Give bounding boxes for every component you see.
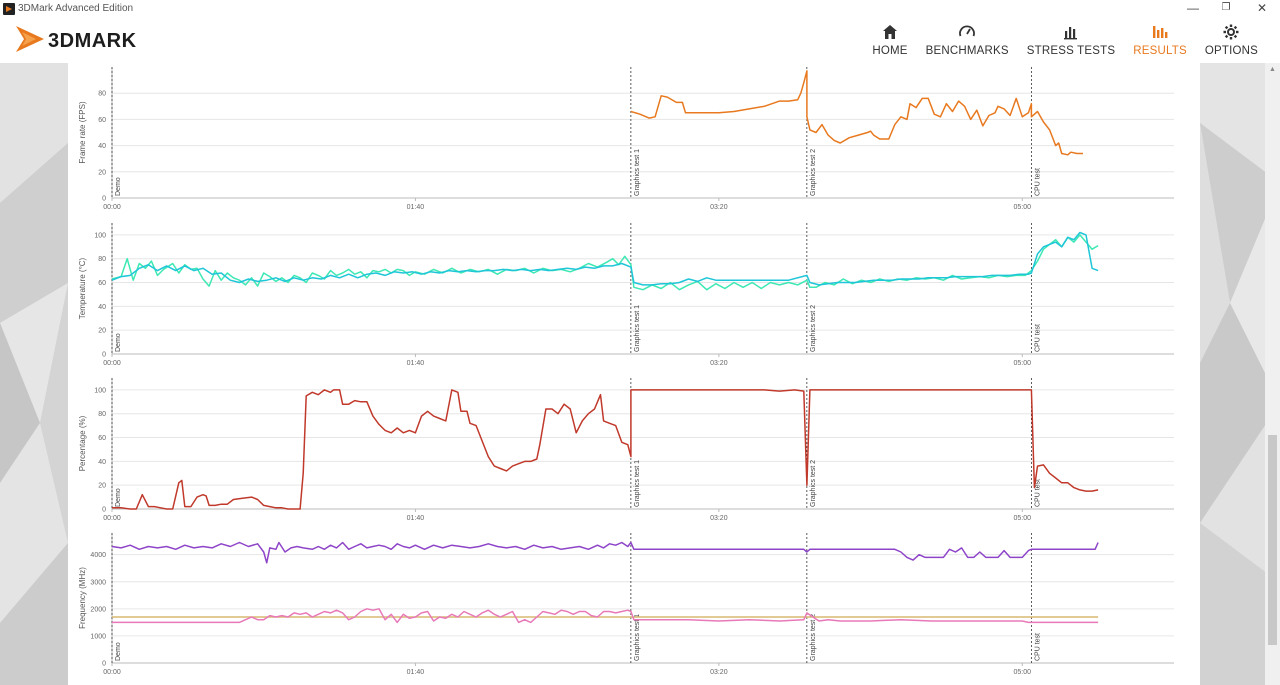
y-tick-label: 2000 <box>90 606 106 613</box>
test-marker-label: Demo <box>115 177 122 196</box>
minimize-button[interactable]: — <box>1187 1 1199 15</box>
background-pattern-left <box>0 63 68 685</box>
3dmark-logo[interactable]: 3DMARK <box>14 22 174 56</box>
app-header: 3DMARK HOME BENCHMARKS STRESS TESTS RESULTS… <box>0 18 1280 63</box>
window-title: 3DMark Advanced Edition <box>18 3 134 14</box>
nav-label: BENCHMARKS <box>925 45 1009 57</box>
3dmark-logo-icon <box>16 26 44 52</box>
y-tick-label: 0 <box>102 507 106 514</box>
nav-stress-tests[interactable]: STRESS TESTS <box>1027 18 1115 63</box>
series-line-2 <box>111 231 1099 286</box>
test-marker-label: CPU test <box>1034 168 1041 196</box>
x-tick-label: 03:20 <box>710 360 728 367</box>
results-chart-icon <box>1153 26 1168 38</box>
x-tick-label: 05:00 <box>1014 204 1032 211</box>
nav-label: STRESS TESTS <box>1026 45 1116 57</box>
x-tick-label: 00:00 <box>103 669 121 676</box>
chart-panel-4: 0 1000 2000 3000 4000 00:00 01:40 03:20 05:00 Fre… <box>78 533 1174 676</box>
x-tick-label: 05:00 <box>1014 669 1032 676</box>
y-tick-label: 40 <box>98 459 106 466</box>
series-line-3 <box>112 608 1099 624</box>
bar-chart-icon <box>1064 27 1078 40</box>
test-marker-label: Graphics test 2 <box>810 305 817 352</box>
test-marker-label: Demo <box>115 488 122 507</box>
x-tick-label: 03:20 <box>710 669 728 676</box>
y-tick-label: 1000 <box>90 633 106 640</box>
y-tick-label: 0 <box>102 352 106 359</box>
y-tick-label: 20 <box>98 483 106 490</box>
x-tick-label: 00:00 <box>103 204 121 211</box>
chart-panel-3: 0 20 40 60 80 100 00:00 01:40 03:20 05:00 Percenta… <box>78 378 1174 522</box>
test-marker-label: Graphics test 1 <box>634 305 641 352</box>
title-bar: 3DMark Advanced Edition — ❐ ✕ <box>0 0 1280 18</box>
scroll-thumb[interactable] <box>1268 435 1277 645</box>
test-marker-label: Graphics test 2 <box>810 614 817 661</box>
gear-icon <box>1223 24 1239 40</box>
test-marker-label: Graphics test 1 <box>634 614 641 661</box>
y-tick-label: 3000 <box>90 579 106 586</box>
monitoring-charts: 0 20 40 60 80 00:00 01:40 03:20 05:00 Frame rate … <box>78 67 1174 676</box>
nav-home[interactable]: HOME <box>872 18 907 63</box>
test-marker-label: Graphics test 2 <box>810 149 817 196</box>
scrollbar[interactable]: ▲ <box>1265 63 1280 685</box>
x-tick-label: 01:40 <box>407 669 425 676</box>
y-axis-label: Frame rate (FPS) <box>78 101 87 164</box>
y-tick-label: 0 <box>102 196 106 203</box>
y-tick-label: 60 <box>98 117 106 124</box>
logo-text: 3DMARK <box>48 30 137 52</box>
nav-label: OPTIONS <box>1204 45 1258 57</box>
chart-panel-1: 0 20 40 60 80 00:00 01:40 03:20 05:00 Frame rate … <box>78 67 1174 211</box>
chart-panel-2: 0 20 40 60 80 100 00:00 01:40 03:20 05:00 Temperat… <box>78 223 1174 367</box>
x-tick-label: 01:40 <box>407 204 425 211</box>
x-tick-label: 05:00 <box>1014 515 1032 522</box>
app-icon <box>3 3 15 15</box>
maximize-button[interactable]: ❐ <box>1221 2 1231 13</box>
x-tick-label: 01:40 <box>407 360 425 367</box>
test-marker-label: CPU test <box>1034 479 1041 507</box>
y-tick-label: 60 <box>98 280 106 287</box>
y-tick-label: 80 <box>98 256 106 263</box>
series-line-1 <box>630 70 1083 156</box>
y-axis-label: Percentage (%) <box>78 415 87 471</box>
y-tick-label: 20 <box>98 169 106 176</box>
gauge-icon <box>959 25 976 37</box>
y-tick-label: 0 <box>102 661 106 668</box>
nav-benchmarks[interactable]: BENCHMARKS <box>926 18 1009 63</box>
close-button[interactable]: ✕ <box>1256 1 1268 15</box>
nav-label: HOME <box>872 45 908 57</box>
nav-label: RESULTS <box>1133 45 1187 57</box>
test-marker-label: Demo <box>115 333 122 352</box>
series-line-1 <box>112 389 1099 510</box>
y-tick-label: 4000 <box>90 552 106 559</box>
y-tick-label: 80 <box>98 91 106 98</box>
nav-results[interactable]: RESULTS <box>1133 18 1187 63</box>
x-tick-label: 01:40 <box>407 515 425 522</box>
main-nav: HOME BENCHMARKS STRESS TESTS RESULTS OPTIONS <box>854 18 1258 63</box>
y-tick-label: 100 <box>94 232 106 239</box>
test-marker-label: CPU test <box>1034 633 1041 661</box>
x-tick-label: 03:20 <box>710 204 728 211</box>
y-tick-label: 20 <box>98 328 106 335</box>
y-tick-label: 40 <box>98 143 106 150</box>
x-tick-label: 00:00 <box>103 515 121 522</box>
nav-options[interactable]: OPTIONS <box>1205 18 1258 63</box>
y-tick-label: 80 <box>98 411 106 418</box>
home-icon <box>882 25 897 39</box>
test-marker-label: CPU test <box>1034 324 1041 352</box>
y-axis-label: Temperature (°C) <box>78 257 87 319</box>
y-tick-label: 60 <box>98 435 106 442</box>
scroll-up-button[interactable]: ▲ <box>1269 66 1276 73</box>
test-marker-label: Demo <box>115 642 122 661</box>
test-marker-label: Graphics test 2 <box>810 460 817 507</box>
y-axis-label: Frequency (MHz) <box>78 567 87 629</box>
test-marker-label: Graphics test 1 <box>634 460 641 507</box>
x-tick-label: 00:00 <box>103 360 121 367</box>
series-line-1 <box>111 541 1099 564</box>
results-detail-panel: 0 20 40 60 80 00:00 01:40 03:20 05:00 Frame rate … <box>68 63 1200 685</box>
y-tick-label: 100 <box>94 387 106 394</box>
test-marker-label: Graphics test 1 <box>634 149 641 196</box>
x-tick-label: 03:20 <box>710 515 728 522</box>
x-tick-label: 05:00 <box>1014 360 1032 367</box>
y-tick-label: 40 <box>98 304 106 311</box>
